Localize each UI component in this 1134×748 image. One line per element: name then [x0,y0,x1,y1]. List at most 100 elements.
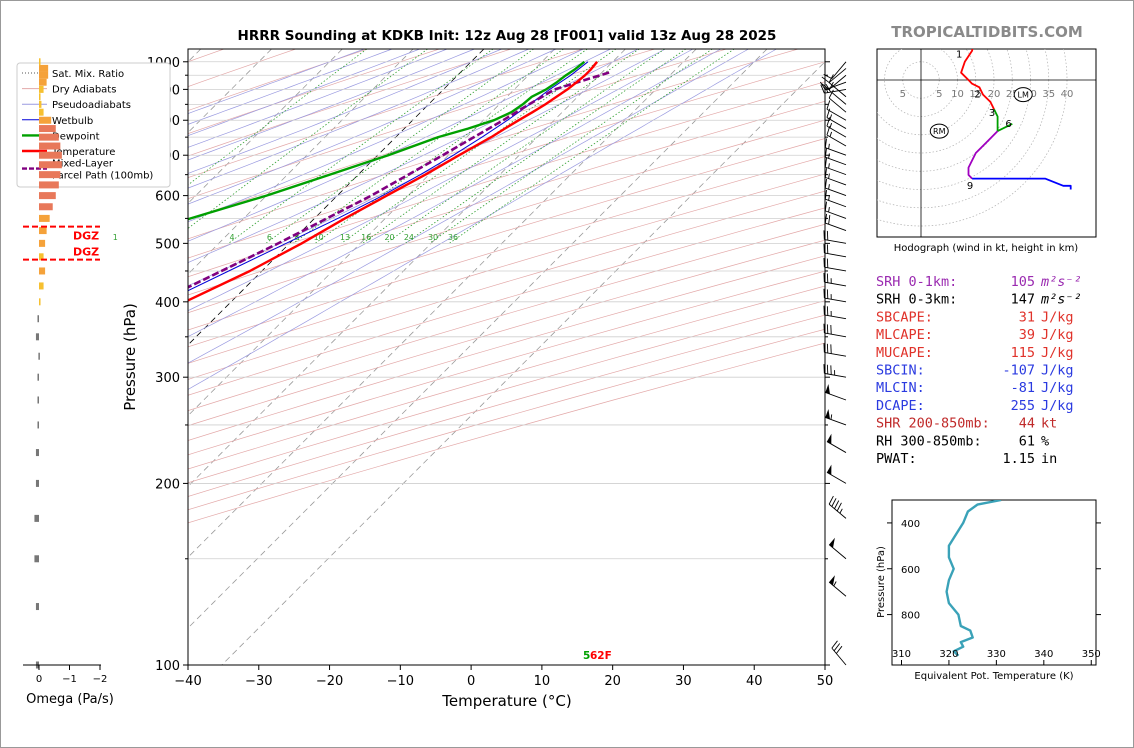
hodograph-tick-label: 25 [1006,89,1019,100]
dry-adiabat [188,173,825,364]
x-tick-label: 30 [675,674,692,689]
wind-barb [826,100,847,121]
barb-flag [836,502,842,512]
theta-e-x-tick-label: 350 [1082,649,1101,660]
sounding-indices: SRH 0-1km: 105 m²s⁻² SRH 0-3km: 147 m²s⁻² SBCA… [876,274,1082,467]
omega-bar [35,603,39,611]
barb-half-flag [825,83,830,89]
wind-barb [824,148,847,166]
pseudoadiabat [188,49,584,223]
index-value: -107 [1002,363,1035,379]
skewt-frame [187,48,826,666]
mixing-ratio-label: 24 [404,233,414,242]
theta-e-plot [945,500,1002,657]
barb-staff [825,417,847,426]
barb-flag [824,213,827,224]
wind-barb [823,61,847,80]
pseudoadiabat [188,49,448,148]
dry-adiabat [188,138,825,331]
barb-flag [828,495,834,505]
isotherm-line [221,61,825,665]
barb-half-flag [829,122,833,129]
barb-flag [821,83,830,90]
barb-half-flag [828,206,830,213]
barb-pennant [829,575,835,586]
storm-motion-label: RM [933,127,946,136]
wind-barb [823,288,847,303]
barb-pennant [826,464,832,475]
omega-bar [39,282,44,290]
wind-barb [824,213,847,232]
x-axis-label: Temperature (°C) [441,692,571,710]
omega-bar [39,93,41,101]
theta-e-y-label: Pressure (hPa) [876,546,887,618]
barb-half-flag [825,87,829,93]
omega-bar [39,298,41,306]
barb-staff [824,332,847,338]
barb-flag [821,76,830,83]
omega-bar [38,352,40,360]
mixing-ratio-line [265,49,534,244]
x-tick-label: 0 [467,674,475,689]
wind-barb [823,230,847,244]
barb-staff [826,117,847,129]
omega-bar [37,373,39,381]
legend-label-parcel-path: Mixed-Layer Parcel Path (100mb) [52,159,153,182]
wind-barb [823,364,847,378]
mixing-ratio-label: 6 [267,233,272,242]
wind-barb [823,305,847,320]
dry-adiabat [188,81,825,278]
index-unit: kt [1041,416,1057,432]
index-label: RH 300-850mb: [876,433,982,449]
barb-pennant [829,537,835,548]
dry-adiabat [188,61,825,259]
index-unit: m²s⁻² [1040,274,1082,290]
hodograph-panel: 551015202530354012369RMLM [876,48,1097,238]
wind-barb [825,409,847,426]
omega-bar [39,64,49,72]
surface-temp-label: 62F [590,650,612,662]
mixing-ratio-line [385,49,665,244]
barb-flag [824,168,827,178]
index-unit: J/kg [1041,380,1074,396]
index-value: 105 [1011,274,1035,290]
omega-panel: DGZ DGZ 0 −1 −2 [23,58,107,685]
index-unit: J/kg [1041,363,1074,379]
barb-half-flag [829,114,833,120]
theta-e-x-tick-label: 330 [987,649,1006,660]
barb-staff [825,176,847,186]
omega-bar [39,192,56,200]
dry-adiabat [188,285,825,470]
theta-e-line [945,500,1002,657]
surface-dewpoint-label: 5 [583,650,590,662]
hodograph-tick-label: 5 [900,89,906,100]
theta-e-x-tick-label: 320 [939,649,958,660]
index-label: MLCIN: [876,380,925,396]
barb-staff [825,222,847,232]
isotherm-line [188,49,697,558]
barb-staff [828,82,847,98]
y-axis-label: Pressure (hPa) [121,303,139,411]
y-tick-label: 300 [155,371,180,386]
wind-barb [824,190,847,208]
barb-pennant [825,384,830,395]
omega-bar [37,396,39,404]
index-value: 31 [1019,309,1035,325]
mixing-ratio-line [429,49,713,244]
omega-bar [39,253,44,261]
index-label: PWAT: [876,451,917,467]
barb-pennant [826,433,832,445]
wind-barb [828,495,847,519]
theta-e-y-tick-label: 800 [901,611,920,622]
omega-bar [35,449,39,457]
index-value: 147 [1011,292,1035,308]
wind-barb [823,257,847,272]
index-unit: J/kg [1041,327,1074,343]
omega-bar [39,203,53,211]
omega-tick-label: −1 [62,674,77,685]
omega-bar [39,267,46,275]
index-label: SHR 200-850mb: [876,416,990,432]
theta-e-x-tick-label: 310 [892,649,911,660]
barb-staff [828,74,847,90]
